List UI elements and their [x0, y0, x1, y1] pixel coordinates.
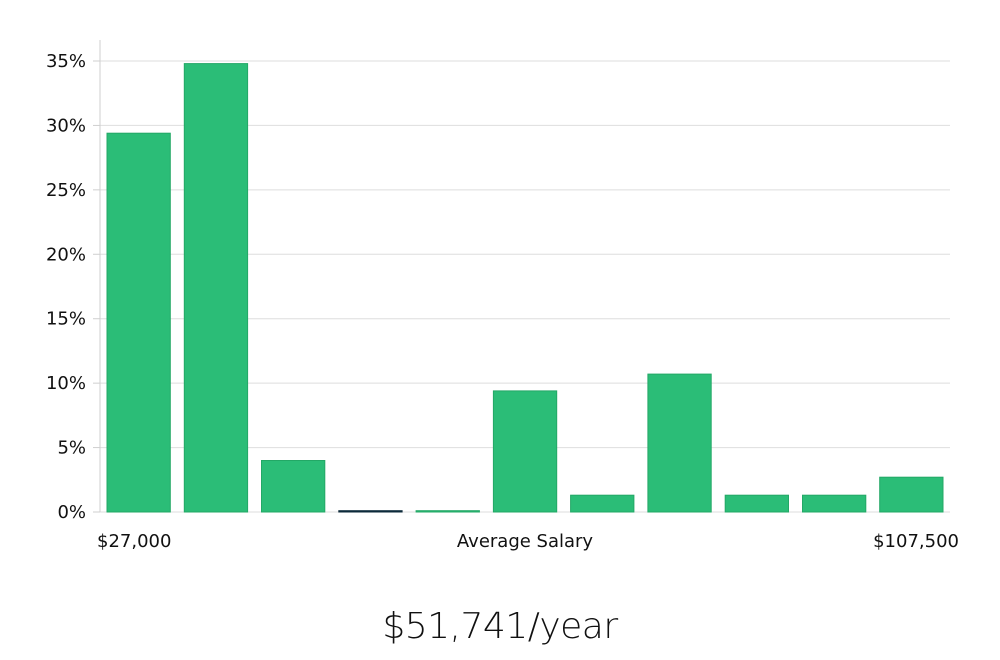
x-axis-labels: $27,000 Average Salary $107,500: [97, 531, 959, 552]
y-tick-label: 5%: [57, 438, 86, 459]
bar-7: [570, 494, 635, 513]
y-tick-labels: 0% 5% 10% 15% 20% 25% 30% 35%: [46, 51, 86, 523]
bar-2: [183, 63, 249, 513]
y-tick-label: 35%: [46, 51, 86, 72]
y-tick-label: 30%: [46, 115, 86, 136]
bar-10: [802, 494, 867, 513]
bar-4: [338, 510, 403, 513]
x-min-label: $27,000: [97, 531, 171, 552]
bar-8: [647, 373, 712, 513]
bar-3: [261, 460, 326, 513]
y-tick-label: 25%: [46, 180, 86, 201]
average-salary-headline: $51,741/year: [382, 606, 618, 647]
bar-9: [724, 494, 790, 513]
y-tick-label: 20%: [46, 244, 86, 265]
bar-5: [415, 510, 480, 513]
salary-histogram: 0% 5% 10% 15% 20% 25% 30% 35% $27,000 Average S…: [46, 40, 959, 552]
bars: [106, 63, 944, 513]
bar-1: [106, 132, 171, 513]
y-tick-label: 0%: [57, 502, 86, 523]
y-tick-label: 10%: [46, 373, 86, 394]
bar-6: [492, 390, 558, 513]
x-axis-title: Average Salary: [457, 531, 594, 552]
bar-11: [879, 476, 944, 513]
y-tick-label: 15%: [46, 309, 86, 330]
x-max-label: $107,500: [873, 531, 959, 552]
